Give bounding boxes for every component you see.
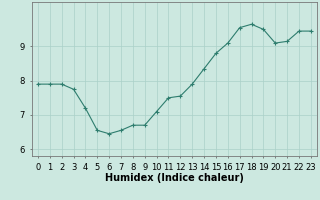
X-axis label: Humidex (Indice chaleur): Humidex (Indice chaleur) [105, 173, 244, 183]
